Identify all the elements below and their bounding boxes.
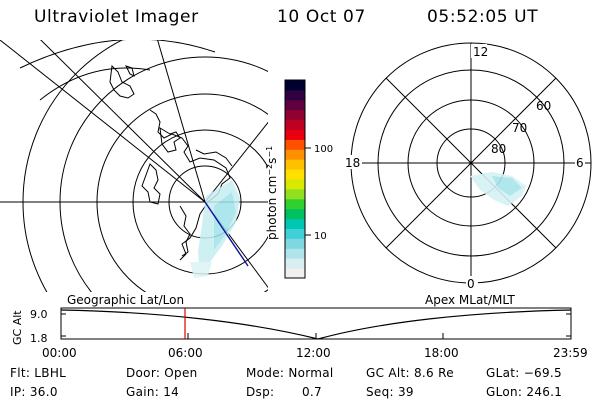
mlat-label-80: 80 <box>491 142 506 156</box>
dsp-value: 0.7 <box>302 385 322 399</box>
orbit-xtick-2359: 23:59 <box>553 346 588 360</box>
magnetic-polar-plot <box>350 42 592 284</box>
satellite-track <box>204 201 249 267</box>
color-scale-band <box>285 198 305 210</box>
mlt-label-12: 12 <box>473 45 488 59</box>
glat-status: GLat: −69.5 <box>486 366 562 380</box>
color-scale-band <box>285 99 305 111</box>
mlat-label-70: 70 <box>512 121 527 135</box>
door-status: Door: Open <box>126 366 198 380</box>
color-scale-ticks <box>305 147 311 236</box>
geo-aurora-emission <box>190 180 240 278</box>
color-scale-band <box>285 159 305 170</box>
color-scale-frame <box>284 79 306 279</box>
mlt-label-6: 6 <box>576 156 584 170</box>
color-scale-band <box>285 89 305 101</box>
polar-label-bg-0 <box>466 276 478 290</box>
color-scale-band <box>285 268 305 279</box>
polar-label-bg-12 <box>471 44 487 58</box>
gc-alt-status: GC Alt: 8.6 Re <box>366 366 454 380</box>
color-scale-tick-100: 100 <box>314 144 333 155</box>
orbit-ytick-high: 9.0 <box>30 308 48 321</box>
color-scale-band <box>285 139 305 150</box>
color-scale-band <box>285 228 305 239</box>
color-scale-band <box>285 188 305 200</box>
polar-label-bg-18 <box>344 155 362 169</box>
observation-date: 10 Oct 07 <box>277 7 366 27</box>
color-scale-bar <box>285 80 305 279</box>
orbit-altitude-curve <box>60 309 572 340</box>
mlt-label-0: 0 <box>467 277 475 291</box>
orbit-left-label: Geographic Lat/Lon <box>67 293 184 307</box>
color-scale-band <box>285 179 305 190</box>
color-scale-band <box>285 80 305 91</box>
observation-time: 05:52:05 UT <box>427 7 539 27</box>
mlat-label-60: 60 <box>536 99 551 113</box>
orbit-xtick-0000: 00:00 <box>42 346 77 360</box>
orbit-xtick-0600: 06:00 <box>168 346 203 360</box>
color-scale-unit-label: photon cm−2s−1 <box>265 146 280 240</box>
mlt-label-18: 18 <box>345 156 360 170</box>
color-scale-band <box>285 208 305 220</box>
color-scale-band <box>285 248 305 259</box>
dsp-label: Dsp: <box>246 385 275 399</box>
seq-status: Seq: 39 <box>366 385 414 399</box>
instrument-title: Ultraviolet Imager <box>34 7 199 27</box>
orbit-ytick-low: 1.8 <box>30 332 48 345</box>
color-scale-band <box>285 119 305 130</box>
color-scale-band <box>285 238 305 249</box>
orbit-xtick-1800: 18:00 <box>424 346 459 360</box>
geographic-map <box>0 40 268 292</box>
polar-label-bg-6 <box>575 155 585 169</box>
orbit-xtick-1200: 12:00 <box>296 346 331 360</box>
gain-status: Gain: 14 <box>126 385 180 399</box>
filter-status: Flt: LBHL <box>10 366 67 380</box>
mode-status: Mode: Normal <box>246 366 334 380</box>
orbit-axis-label: GC Alt <box>11 310 24 345</box>
color-scale-band <box>285 149 305 160</box>
glon-status: GLon: 246.1 <box>486 385 563 399</box>
orbit-right-label: Apex MLat/MLT <box>425 293 515 307</box>
color-scale-tick-10: 10 <box>314 231 327 242</box>
color-scale-band <box>285 218 305 229</box>
color-scale-band <box>285 129 305 140</box>
ip-status: IP: 36.0 <box>10 385 58 399</box>
color-scale-band <box>285 169 305 180</box>
color-scale-band <box>285 109 305 121</box>
orbit-axis-ticks <box>61 313 571 339</box>
polar-aurora-emission <box>470 172 526 206</box>
color-scale-band <box>285 258 305 269</box>
